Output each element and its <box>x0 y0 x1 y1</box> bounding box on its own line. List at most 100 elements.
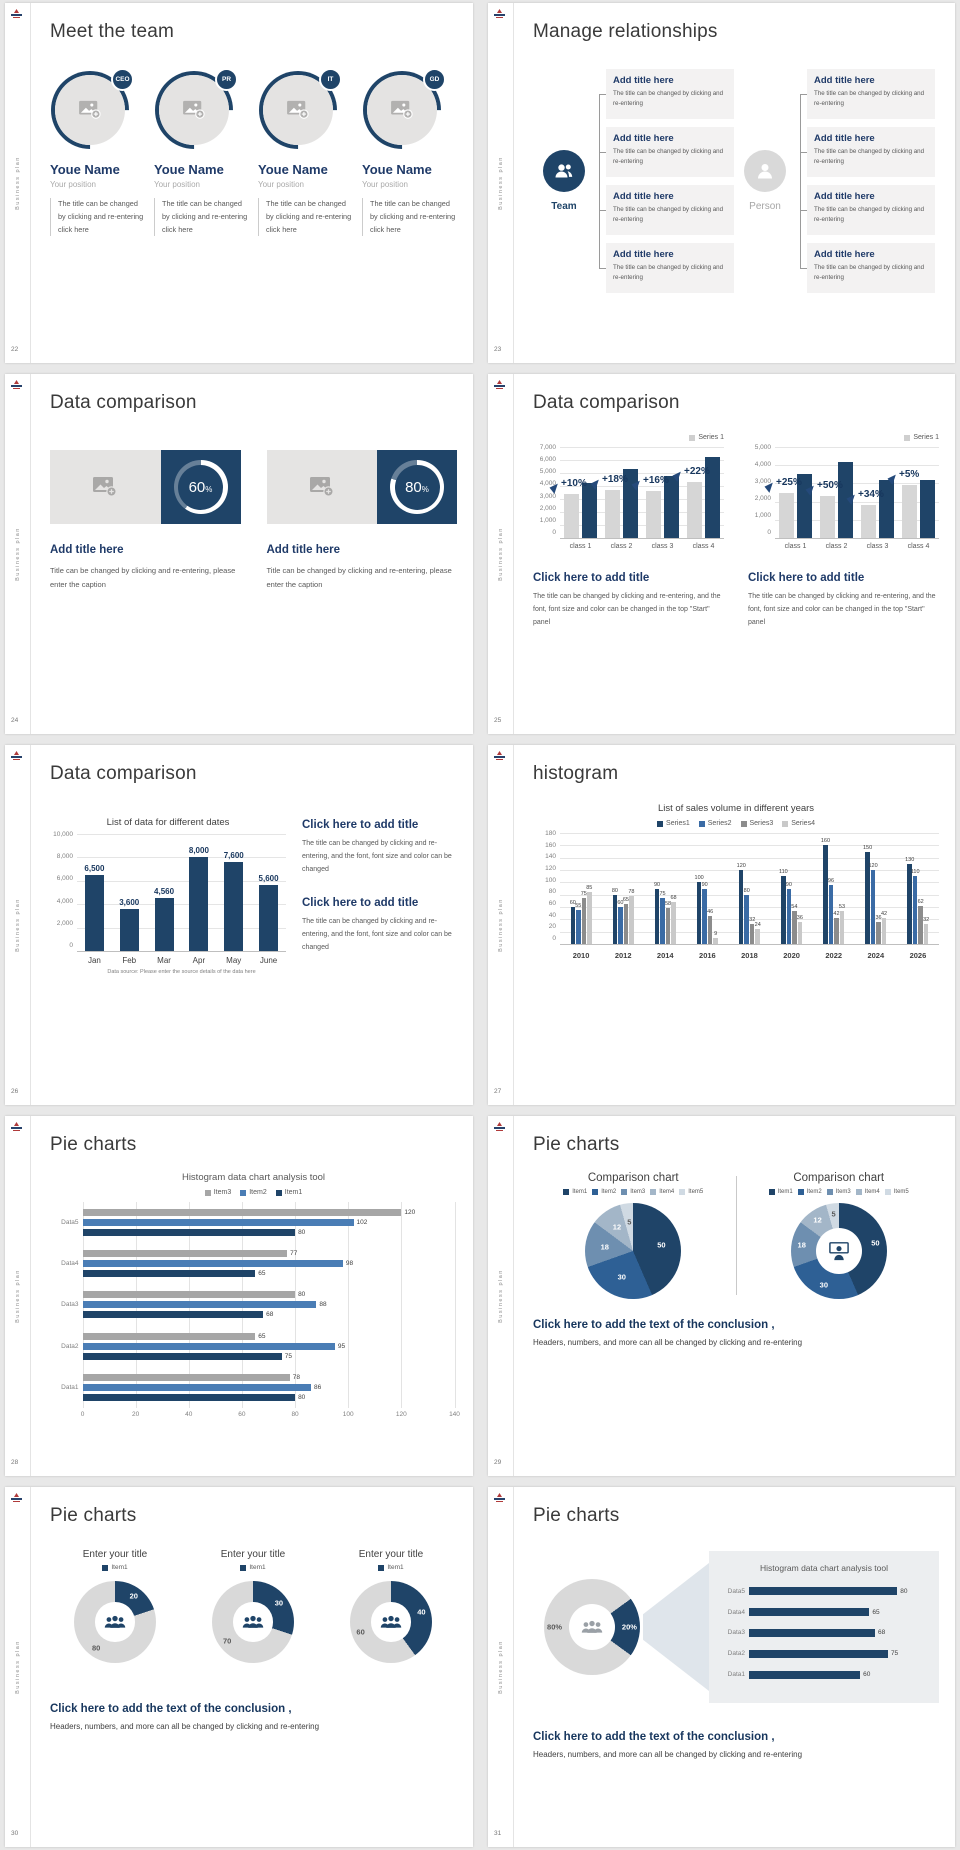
chart-legend: Item1 <box>330 1564 452 1571</box>
slide-25[interactable]: Business plan 25 Data comparison Series … <box>488 374 955 734</box>
block-title: Click here to add title <box>533 572 650 584</box>
avatar[interactable]: GD <box>346 54 458 166</box>
title-block[interactable]: Add title here The title can be changed b… <box>807 69 935 119</box>
slide-content: Data comparison Series 1 7,000 6,000 5,000 4… <box>515 374 955 734</box>
bar <box>749 1649 888 1658</box>
bar-value-label: 42 <box>833 911 840 918</box>
slide-title: histogram <box>533 763 619 784</box>
sidebar-vertical-label: Business plan <box>14 1269 21 1323</box>
bar: 4,560 <box>154 887 174 951</box>
slide-26[interactable]: Business plan 26 Data comparison List of… <box>5 745 473 1105</box>
y-tick-label: 0 <box>69 941 73 949</box>
team-label: Team <box>551 201 577 212</box>
bar: 55 <box>575 903 581 944</box>
conclusion-body: Headers, numbers, and more can all be ch… <box>533 1338 803 1347</box>
bar-group: 80 <box>749 1587 925 1596</box>
bar-value-label: 54 <box>791 903 798 910</box>
slide-24[interactable]: Business plan 24 Data comparison 60% Add… <box>5 374 473 734</box>
bar-value-label: 46 <box>707 908 714 915</box>
chart-plot-wrap: 7,000 6,000 5,000 4,000 3,000 2,000 1,000 0 +10%… <box>533 444 724 539</box>
member-position: Your position <box>50 180 96 189</box>
title-block[interactable]: Add title here The title can be changed b… <box>606 185 734 235</box>
bar: 36 <box>876 915 882 944</box>
gridline <box>560 845 939 847</box>
card-title: Add title here <box>50 544 124 556</box>
bar-group: +5% <box>887 447 939 538</box>
chart-legend: Item1 Item2 Item3 Item4 Item5 <box>739 1189 940 1195</box>
title-block[interactable]: Add title here The title can be changed b… <box>606 127 734 177</box>
image-placeholder-icon[interactable] <box>266 450 377 524</box>
y-tick-label: 6,000 <box>539 456 556 464</box>
bar: 80 <box>744 888 750 944</box>
sidebar-vertical-label: Business plan <box>497 156 504 210</box>
bar <box>82 1291 296 1299</box>
card-body: Title can be changed by clicking and re-… <box>266 566 452 589</box>
bar: 60 <box>617 900 623 944</box>
image-placeholder-icon[interactable] <box>50 450 161 524</box>
bar-line: 75 <box>82 1352 455 1360</box>
legend-item: Series 1 <box>904 434 939 441</box>
legend-item: Series 1 <box>689 434 724 441</box>
bar-value-label: 58 <box>664 901 672 908</box>
x-tick-label: Mar <box>157 956 171 965</box>
brand-logo <box>10 9 24 19</box>
bar-groups: +10% +18% +16% +22% <box>549 447 724 538</box>
bar-value-label: 65 <box>872 1608 880 1616</box>
bar-group: 80 88 68 <box>82 1291 455 1319</box>
bar-value-label: 68 <box>877 1629 886 1637</box>
gridline <box>560 833 939 834</box>
slide-number: 29 <box>494 1459 502 1466</box>
y-tick-label: 2,000 <box>56 919 73 927</box>
progress-donut-80: 80% <box>390 460 444 514</box>
block-body: The title can be changed by clicking and… <box>302 840 452 873</box>
bar-group: 75 <box>749 1649 925 1658</box>
title-block[interactable]: Add title here The title can be changed b… <box>807 243 935 293</box>
title-block[interactable]: Add title here The title can be changed b… <box>807 185 935 235</box>
slide-23[interactable]: Business plan 23 Manage relationships Te… <box>488 3 955 363</box>
annotation: +18% <box>590 474 628 490</box>
gridline <box>560 447 724 448</box>
bar-line: 120 <box>82 1209 455 1217</box>
gridline <box>560 919 939 921</box>
slide-content: Pie charts Enter your title Item1 20 80 Ent… <box>32 1487 473 1847</box>
block-body: The title can be changed by clicking and… <box>613 90 724 107</box>
avatar[interactable]: PR <box>138 54 250 166</box>
team-row: CEO Youe Name Your position The title ca… <box>34 54 458 237</box>
bar-value-label: 9 <box>714 931 718 938</box>
bar-group: 60 55 75 85 <box>560 833 602 944</box>
sidebar-vertical-label: Business plan <box>497 1269 504 1323</box>
bar: 53 <box>839 904 845 944</box>
plot-area: 60 55 75 85 80 60 65 78 90 75 58 68 100 90 46 9 120 80 32 2… <box>560 833 939 945</box>
bar: +5% <box>887 469 919 538</box>
slide-22[interactable]: Business plan 22 Meet the team CEO Youe … <box>5 3 473 363</box>
people-icon <box>378 1614 404 1630</box>
bar-group: 130 110 62 32 <box>897 833 939 944</box>
slide-sidebar: Business plan 27 <box>488 745 514 1105</box>
slide-31[interactable]: Business plan 31 Pie charts 20% 80% Histo… <box>488 1487 955 1847</box>
slide-content: Data comparison List of data for differe… <box>32 745 473 1105</box>
bar <box>838 461 853 538</box>
title-block[interactable]: Add title here The title can be changed b… <box>606 69 734 119</box>
y-tick-label: 20 <box>548 923 556 931</box>
x-axis: Jan Feb Mar Apr May June <box>77 956 286 965</box>
gridline <box>401 1202 403 1408</box>
slide-30[interactable]: Business plan 30 Pie charts Enter your t… <box>5 1487 473 1847</box>
slide-29[interactable]: Business plan 29 Pie charts Comparison c… <box>488 1116 955 1476</box>
conclusion: Click here to add the text of the conclu… <box>533 1727 939 1759</box>
slide-27[interactable]: Business plan 27 histogram List of sales… <box>488 745 955 1105</box>
slide-28[interactable]: Business plan 28 Pie charts Histogram da… <box>5 1116 473 1476</box>
chart-plot-wrap: 10,000 8,000 6,000 4,000 2,000 0 6,500 3,600 4,5… <box>50 831 286 952</box>
legend-label: Item1 <box>111 1564 128 1571</box>
title-block[interactable]: Add title here The title can be changed b… <box>606 243 734 293</box>
block-title: Add title here <box>814 75 875 86</box>
title-block[interactable]: Add title here The title can be changed b… <box>807 127 935 177</box>
slice-label: 12 <box>612 1222 622 1232</box>
slide-content: Data comparison 60% Add title here Title… <box>32 374 473 734</box>
bar-group: 110 90 54 36 <box>771 833 813 944</box>
x-tick-label: class 2 <box>825 543 848 550</box>
x-tick-label: 40 <box>185 1411 193 1418</box>
bar-value-label: 53 <box>838 904 846 911</box>
avatar[interactable]: IT <box>242 54 354 166</box>
donut-chart-40: Enter your title Item1 40 60 <box>330 1549 452 1663</box>
avatar[interactable]: CEO <box>34 54 146 166</box>
